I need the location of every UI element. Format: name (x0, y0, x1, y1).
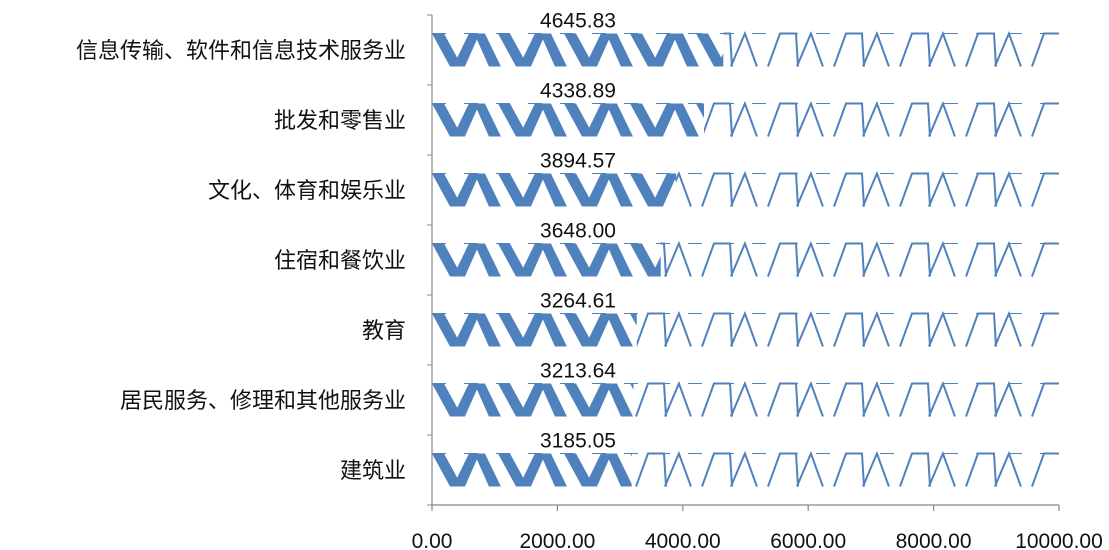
bar-outline-5 (636, 311, 1059, 347)
bar-5 (432, 311, 1059, 347)
x-tick-label-5: 8000.00 (896, 530, 972, 550)
bar-7 (432, 451, 1059, 487)
x-tick-label-2: 2000.00 (519, 530, 595, 550)
bars-layer (432, 31, 1059, 487)
data-label-3: 3894.57 (540, 150, 616, 173)
bar-outline-1 (723, 31, 1059, 67)
bar-fill-5 (432, 313, 637, 347)
labels-layer: 信息传输、软件和信息技术服务业 4645.83 批发和零售业 4338.89 文化、体育… (76, 10, 1103, 550)
category-label-5: 教育 (362, 319, 406, 344)
x-tick-label-6: 10000.00 (1015, 530, 1103, 550)
bar-fill-3 (432, 173, 677, 207)
category-label-6: 居民服务、修理和其他服务业 (120, 389, 406, 414)
x-tick-label-1: 0.00 (412, 530, 453, 550)
bar-2 (432, 101, 1059, 137)
bar-outline-6 (635, 381, 1059, 417)
bar-4 (432, 241, 1059, 277)
category-label-3: 文化、体育和娱乐业 (208, 179, 406, 204)
bar-outline-2 (704, 101, 1059, 137)
category-label-7: 建筑业 (340, 459, 406, 484)
bar-fill-6 (432, 383, 634, 417)
category-label-4: 住宿和餐饮业 (274, 249, 406, 274)
category-label-2: 批发和零售业 (274, 109, 406, 134)
bar-3 (432, 171, 1059, 207)
x-tick-label-3: 4000.00 (645, 530, 721, 550)
data-label-2: 4338.89 (540, 80, 616, 103)
data-label-4: 3648.00 (540, 220, 616, 243)
data-label-7: 3185.05 (540, 430, 616, 453)
bar-1 (432, 31, 1059, 67)
data-label-1: 4645.83 (540, 10, 616, 33)
data-label-6: 3213.64 (540, 360, 616, 383)
bar-fill-4 (432, 243, 661, 277)
category-label-1: 信息传输、软件和信息技术服务业 (76, 39, 406, 64)
bar-outline-4 (660, 241, 1059, 277)
bar-6 (432, 381, 1059, 417)
bar-outline-7 (635, 451, 1059, 487)
bar-fill-1 (432, 33, 724, 67)
bar-fill-2 (432, 103, 705, 137)
bar-fill-7 (432, 453, 632, 487)
axes-layer (427, 14, 1060, 511)
x-tick-label-4: 6000.00 (770, 530, 846, 550)
data-label-5: 3264.61 (540, 290, 616, 313)
bar-outline-3 (676, 171, 1059, 207)
